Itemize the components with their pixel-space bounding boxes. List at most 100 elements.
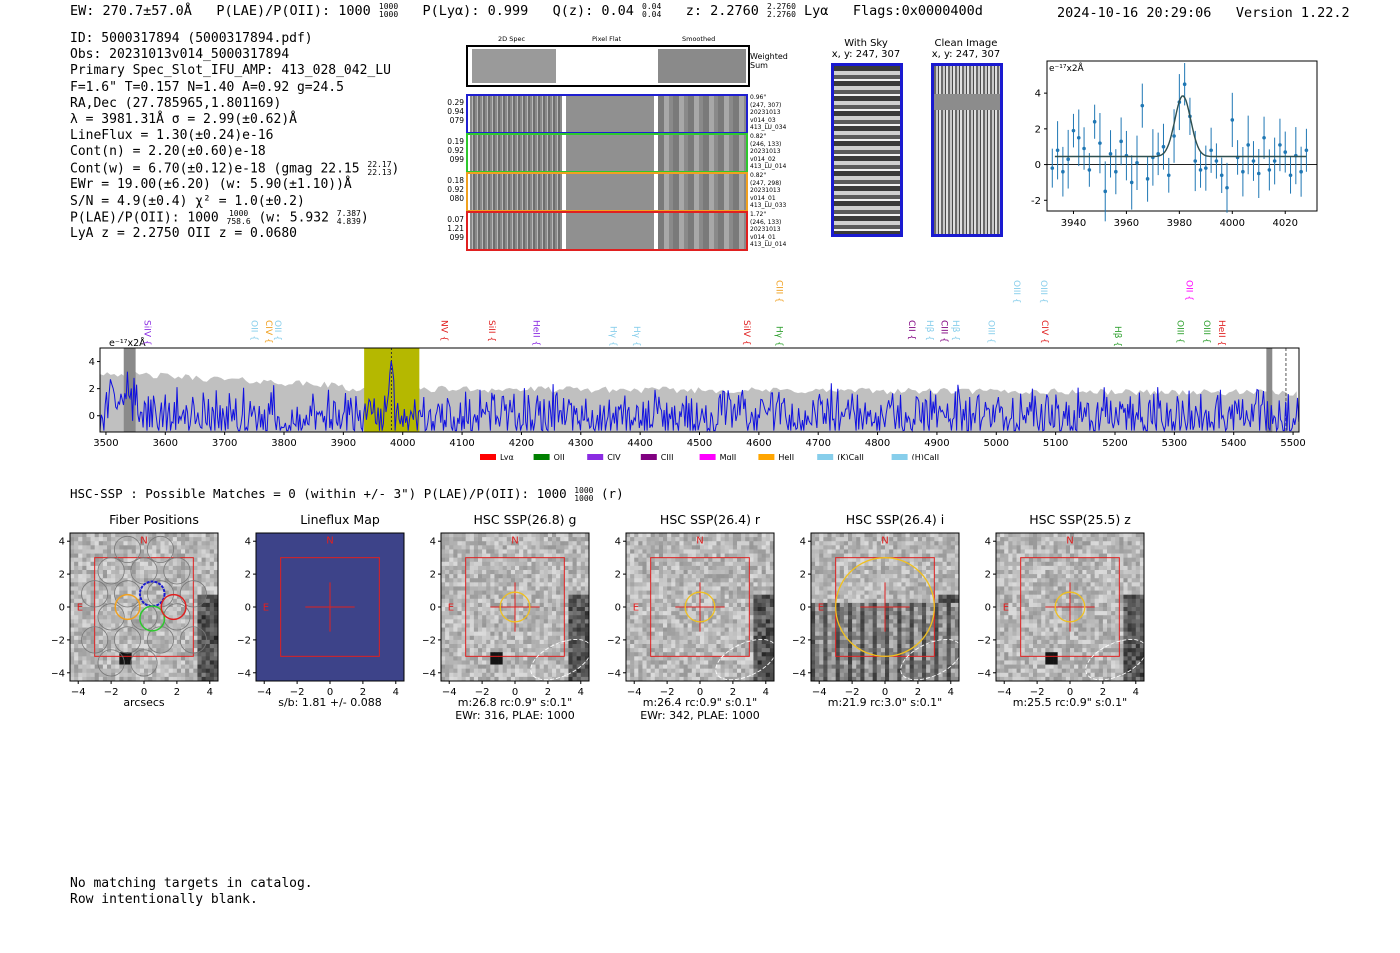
compass-north: N: [511, 536, 518, 547]
cutout-x-tick-label: −2: [845, 687, 860, 698]
cutout-y-tick-label: 4: [430, 537, 436, 548]
zoom-data-point: [1172, 134, 1176, 138]
emission-line-label: CIII {: [939, 320, 949, 343]
cutout-aperture-box: [465, 557, 565, 657]
zoom-data-point: [1087, 168, 1092, 172]
zoom-data-point: [1283, 150, 1288, 154]
zoom-data-point: [1061, 169, 1065, 174]
stamp-row-stats: 0.19 0.92 099: [447, 137, 464, 164]
cutout-x-tick-label: −2: [1030, 687, 1045, 698]
cutout-aperture-box: [280, 557, 380, 657]
cutout-y-tick-label: 4: [800, 537, 806, 548]
zoom-data-point: [1267, 168, 1272, 172]
zoom-data-point: [1288, 173, 1293, 178]
spectrum-x-tick-label: 4200: [509, 438, 534, 449]
footer-line-2: Row intentionally blank.: [70, 892, 258, 908]
emission-line-label: Hβ {: [924, 320, 934, 341]
zoom-data-point: [1119, 139, 1123, 144]
clean-image-coords: x, y: 247, 307: [931, 49, 1001, 60]
zoom-data-point: [1156, 152, 1160, 156]
cutout-x-tick-label: −2: [475, 687, 490, 698]
cutout-neighbor-ellipse: [715, 638, 777, 681]
legend-swatch: [533, 454, 550, 460]
plae-w-bounds: 7.387 4.839: [336, 208, 361, 226]
info-id: ID: 5000317894 (5000317894.pdf): [70, 31, 313, 46]
legend-label: (K)CaII: [837, 453, 864, 460]
spectrum-x-tick-label: 3800: [271, 438, 296, 449]
cutout-footer: m:26.4 rc:0.9" s:0.1" EWr: 342, PLAE: 100…: [640, 696, 760, 722]
cutout-x-tick-label: −4: [627, 687, 642, 698]
cutout-aperture-circle: [835, 557, 935, 657]
spectrum-x-tick-label: 4900: [924, 438, 949, 449]
spectrum-x-tick-label: 4100: [449, 438, 474, 449]
emission-line-label: CIV {: [1039, 320, 1049, 344]
legend-swatch: [480, 454, 496, 460]
qz-value: Q(z): 0.04: [552, 3, 634, 19]
fiber-circle: [163, 557, 191, 585]
emission-line-label: HeII {: [530, 320, 540, 346]
info-sn: S/N = 4.9(±0.4) χ² = 1.0(±0.2): [70, 193, 305, 209]
spectrum-unit-label: e⁻¹⁷x2Å: [109, 337, 146, 349]
info-plae: P(LAE)/P(OII): 1000 1000 758.6 (w: 5.932 …: [70, 208, 369, 226]
spectrum-x-tick-label: 3700: [212, 438, 237, 449]
cutout-x-tick-label: 2: [545, 687, 551, 698]
legend-label: OII: [554, 453, 565, 460]
weighted-sum-smoothed: [658, 49, 746, 83]
fiber-circle: [114, 535, 142, 564]
emission-line-label: OII {: [1183, 280, 1193, 301]
spectrum-x-tick-label: 4000: [390, 438, 415, 449]
spectrum-x-tick-label: 5300: [1162, 438, 1187, 449]
plya-value: P(Lyα): 0.999: [422, 3, 529, 19]
compass-north: N: [326, 536, 333, 547]
hsc-plae-bounds: 1000 1000: [574, 485, 594, 503]
cutout-image: [996, 533, 1145, 682]
spectrum-x-tick-label: 5400: [1221, 438, 1246, 449]
cutout-title: Fiber Positions: [109, 512, 199, 527]
emission-line-label: SiIV {: [741, 320, 751, 346]
compass-east: E: [263, 603, 269, 614]
cutout-y-tick-label: −2: [423, 635, 436, 646]
legend-label: Lyα: [500, 453, 514, 460]
cutout-footer: arcsecs: [123, 696, 165, 709]
stamp-smoothed: [658, 96, 746, 132]
emission-line-label: OIII {: [1201, 320, 1211, 344]
cutout-x-tick-label: 4: [393, 687, 399, 698]
cutout-y-tick-label: 0: [430, 603, 436, 614]
stamp-row-meta: 0.96" (247, 307) 20231013 v014_03 413_LU_034: [750, 94, 787, 132]
cutout-title: HSC SSP(26.4) r: [659, 512, 761, 527]
cutout-x-tick-label: 0: [697, 687, 703, 698]
cutout-y-tick-label: 4: [985, 537, 991, 548]
cutout-y-tick-label: −4: [608, 668, 621, 679]
legend-swatch: [640, 454, 657, 460]
emission-line-label: OII {: [272, 320, 282, 341]
zoom-data-point: [1071, 128, 1076, 133]
zoom-axes-frame: [1046, 60, 1318, 212]
cutout-aperture-box: [1020, 557, 1120, 657]
info-contn: Cont(n) = 2.20(±0.60)e-18: [70, 144, 266, 160]
plae-header-bounds: 1000 1000: [378, 2, 399, 19]
zoom-data-point: [1256, 171, 1261, 176]
stamp-col-title-1: 2D Spec: [498, 35, 526, 43]
info-redshifts: LyA z = 2.2750 OII z = 0.0680: [70, 226, 297, 242]
stamp-row: [466, 172, 748, 212]
zoom-data-point: [1262, 135, 1266, 140]
spectrum-x-tick-label: 5100: [1043, 438, 1068, 449]
zoom-data-point: [1214, 159, 1219, 163]
cutout-x-tick-label: −4: [997, 687, 1012, 698]
with-sky-header: With Sky x, y: 247, 307: [831, 38, 901, 60]
cutout-aperture-box: [650, 557, 750, 657]
stamp-row: [466, 211, 748, 251]
emission-line-label: SiIV {: [142, 320, 152, 346]
stamp-row-stats: 0.07 1.21 099: [447, 215, 464, 242]
zoom-data-point: [1145, 177, 1150, 181]
emission-line-label: Hβ {: [1112, 326, 1122, 347]
stamp-row-stats: 0.18 0.92 080: [447, 176, 464, 203]
info-ewr: EWr = 19.00(±6.20) (w: 5.90(±1.10))Å: [70, 177, 352, 193]
stamp-col-title-3: Smoothed: [682, 35, 716, 43]
legend-swatch: [817, 454, 834, 460]
zoom-y-tick-label: 4: [1035, 89, 1041, 100]
fiber-secondary: [139, 605, 166, 632]
cutout-x-tick-label: −4: [257, 687, 272, 698]
fiber-circle: [179, 580, 207, 608]
cutout-panel: N E −4 −4 −2 −2 0 0 2 2 4 4: [238, 532, 405, 698]
